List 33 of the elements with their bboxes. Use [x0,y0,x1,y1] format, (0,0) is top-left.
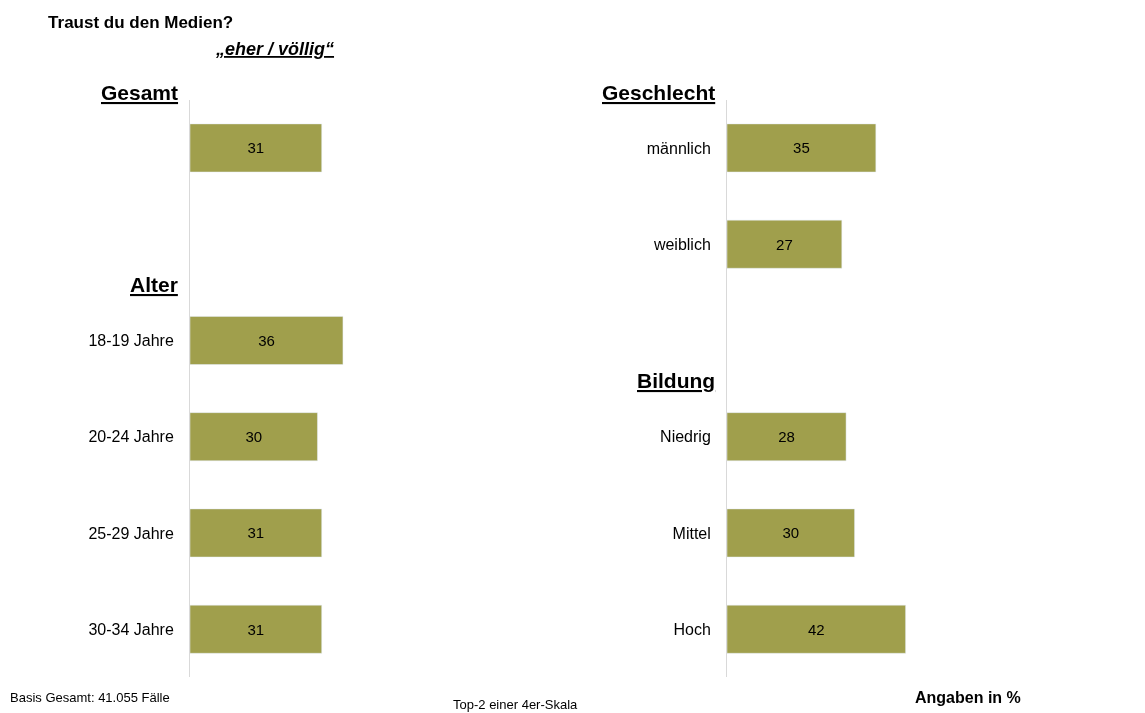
text: Alter [130,273,178,296]
y-tick-label: männlich [646,139,711,157]
text: Bildung [637,369,716,392]
data-label: 36 [258,331,275,349]
y-tick-label: Niedrig [660,428,711,446]
text: Top-2 einer 4er-Skala [453,697,579,712]
y-tick-label: 20-24 Jahre [88,428,174,446]
text: Basis Gesamt: 41.055 Fälle [10,690,170,705]
data-label: 28 [778,428,795,446]
data-label: 35 [793,139,810,157]
bar [727,219,843,269]
chart-subtitle: „eher / völlig“ [215,39,335,59]
data-label: 27 [776,235,793,253]
data-label: 42 [807,620,825,638]
chart-title: Traust du den Medien? [48,13,234,33]
text: Angaben in % [915,689,1021,706]
y-tick-label: 18-19 Jahre [88,332,174,350]
bar [727,412,847,462]
bar [727,604,906,654]
y-tick-label: 25-29 Jahre [88,524,174,542]
data-label: 31 [247,524,265,542]
data-label: 31 [247,139,265,157]
text: Gesamt [101,81,179,104]
y-tick-label: Mittel [672,524,711,542]
data-label: 30 [245,428,263,446]
y-tick-label: 30-34 Jahre [88,620,174,638]
y-tick-label: Hoch [673,620,711,638]
text: Geschlecht [602,81,716,104]
data-label: 31 [247,620,265,638]
data-label: 30 [782,524,800,542]
bar [727,123,877,173]
y-tick-label: weiblich [652,235,711,253]
bar [727,508,855,558]
